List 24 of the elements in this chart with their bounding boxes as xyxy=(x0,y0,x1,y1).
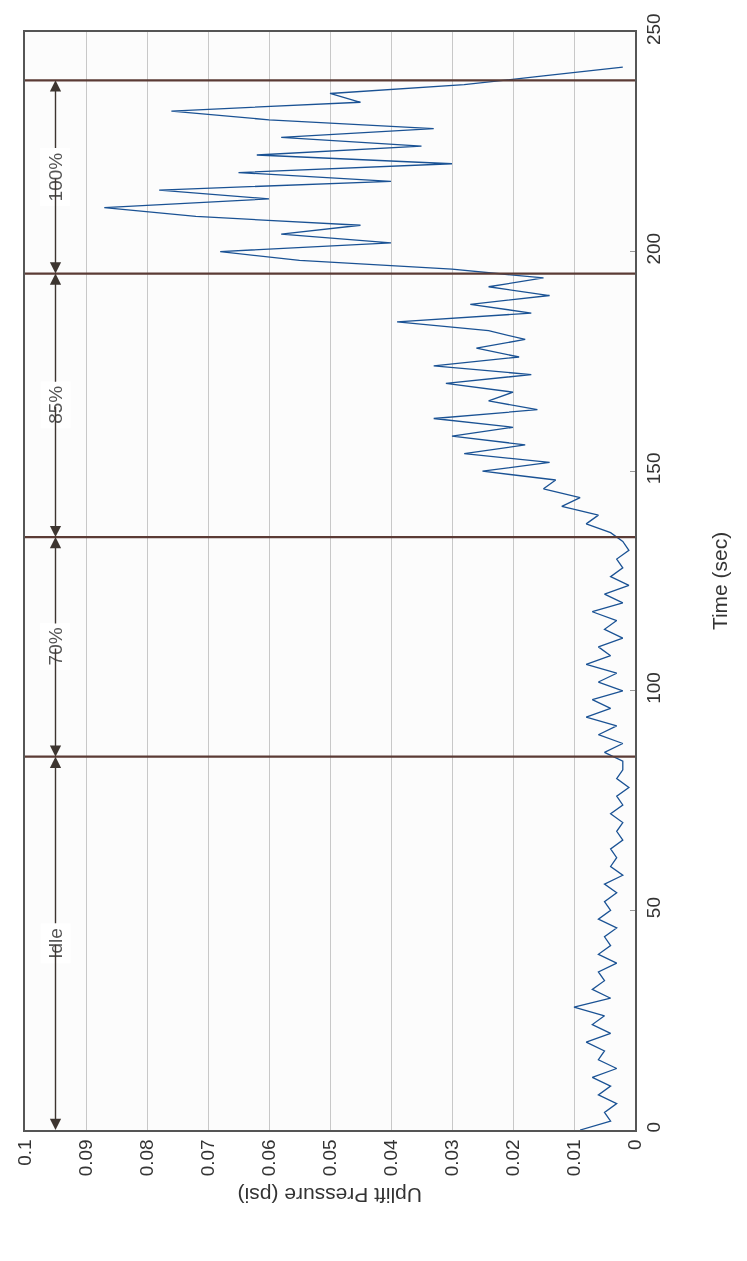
x-tick-label: 0.09 xyxy=(75,1139,97,1177)
x-tick-label: 0.03 xyxy=(441,1139,463,1177)
annotation: Idle xyxy=(45,928,67,959)
x-tick-label: 0.02 xyxy=(502,1139,524,1177)
y-tick-label: 150 xyxy=(642,452,664,485)
y-axis-title: Time (sec) xyxy=(708,531,732,631)
x-tick-label: 0.1 xyxy=(14,1139,36,1166)
annotation: 70% xyxy=(44,627,66,666)
x-tick-label: 0.05 xyxy=(319,1139,341,1177)
x-tick-label: 0.04 xyxy=(380,1138,402,1177)
annotation: 85% xyxy=(45,385,67,424)
x-tick-label: 0.07 xyxy=(197,1139,219,1177)
y-tick-label: 100 xyxy=(642,672,664,704)
x-tick-label: 0.08 xyxy=(136,1139,158,1177)
x-tick-label: 0.01 xyxy=(563,1139,585,1177)
y-tick-label: 0 xyxy=(642,1121,664,1133)
annotation: 100% xyxy=(44,152,66,202)
x-tick-label: 0 xyxy=(624,1139,646,1150)
line-series xyxy=(103,66,630,1130)
y-tick-label: 200 xyxy=(642,232,664,265)
x-tick-label: 0.06 xyxy=(258,1139,280,1177)
y-tick-label: 250 xyxy=(642,13,664,45)
x-axis-title: Uplift Pressure (psi) xyxy=(237,1184,422,1208)
y-tick-label: 50 xyxy=(642,896,664,919)
